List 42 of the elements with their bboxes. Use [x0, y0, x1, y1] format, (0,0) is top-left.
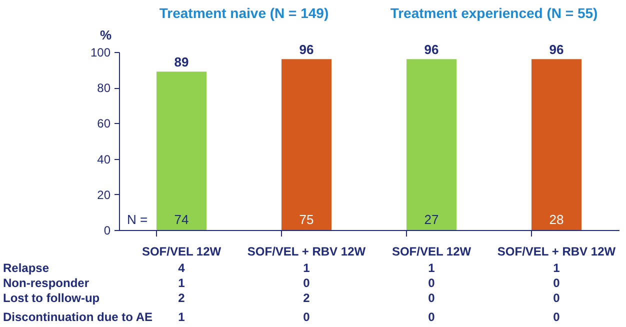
x-tick-label: SOF/VEL 12W: [392, 244, 472, 258]
annotation: N =: [127, 212, 148, 227]
y-axis-title: %: [100, 28, 112, 42]
x-tick-label: SOF/VEL + RBV 12W: [497, 244, 616, 258]
y-tick-label: 40: [97, 152, 111, 166]
text: 0: [553, 291, 560, 305]
text: 0: [303, 310, 310, 324]
y-tick-label: 60: [97, 116, 111, 131]
text: 1: [553, 261, 560, 275]
annotation: 74: [174, 212, 189, 227]
text: 0: [428, 276, 436, 290]
text: 1: [303, 261, 310, 275]
data-label: 96: [424, 42, 439, 58]
text: Non-responder: [3, 276, 90, 290]
y-tick-label: 20: [97, 188, 111, 202]
text: Lost to follow-up: [3, 291, 100, 305]
text: Relapse: [3, 261, 50, 275]
text: 0: [553, 276, 560, 290]
data-label: 96: [299, 42, 314, 58]
annotation: 27: [424, 212, 439, 227]
text: Treatment naive (N = 149): [159, 5, 329, 21]
y-tick-label: 100: [90, 46, 111, 60]
y-tick-label: 0: [104, 224, 111, 238]
text: 1: [178, 276, 186, 290]
text: 1: [428, 261, 436, 275]
annotation: 75: [299, 212, 314, 227]
annotation: 28: [549, 212, 564, 227]
data-label: 89: [174, 54, 189, 70]
text: 0: [428, 310, 436, 324]
x-tick-label: SOF/VEL 12W: [142, 244, 222, 258]
text: Discontinuation due to AE: [3, 310, 153, 324]
y-tick-label: 80: [97, 81, 111, 96]
text: 0: [303, 276, 310, 290]
text: 2: [303, 291, 310, 305]
data-label: 96: [549, 42, 564, 58]
text: 0: [553, 310, 560, 324]
text: 4: [178, 261, 186, 275]
text: 0: [428, 291, 436, 305]
x-tick-label: SOF/VEL + RBV 12W: [247, 244, 366, 258]
text: 2: [178, 291, 186, 305]
text: 1: [178, 310, 186, 324]
text: Treatment experienced (N = 55): [390, 5, 598, 21]
